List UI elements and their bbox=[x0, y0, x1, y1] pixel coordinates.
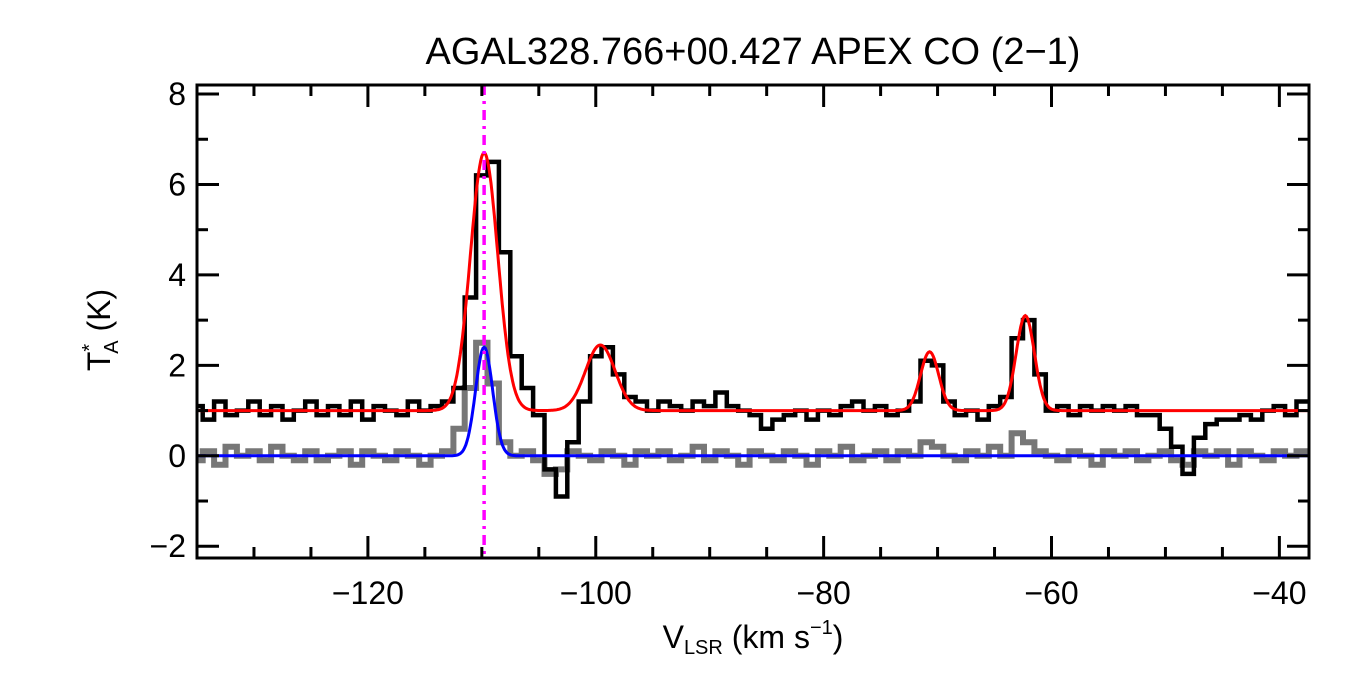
x-tick-label: −40 bbox=[1252, 575, 1306, 611]
x-label-sub: LSR bbox=[684, 637, 723, 659]
x-label-close: ) bbox=[833, 619, 844, 655]
x-tick-label: −80 bbox=[796, 575, 850, 611]
y-tick-label: 8 bbox=[168, 76, 186, 112]
plot-frame bbox=[195, 83, 1311, 560]
y-tick-label: 0 bbox=[168, 438, 186, 474]
series-red-fit bbox=[197, 150, 1309, 413]
y-axis-label: T*A (K) bbox=[79, 289, 123, 371]
series-secondary-spectrum bbox=[197, 339, 1308, 477]
x-label-main: V bbox=[663, 619, 685, 655]
plot-area bbox=[197, 85, 1309, 558]
x-tick-label: −60 bbox=[1024, 575, 1078, 611]
y-tick-label: 4 bbox=[168, 257, 186, 293]
y-label-sub: A bbox=[101, 340, 123, 354]
x-tick-label: −100 bbox=[560, 575, 632, 611]
y-tick-label: 2 bbox=[168, 347, 186, 383]
x-axis-label: VLSR (km s−1) bbox=[663, 617, 844, 659]
y-tick-label: −2 bbox=[150, 528, 186, 564]
y-label-main: T bbox=[81, 352, 117, 372]
series-co-2-1-spectrum bbox=[197, 159, 1308, 499]
y-tick-label: 6 bbox=[168, 166, 186, 202]
x-label-sup: −1 bbox=[810, 617, 833, 639]
y-label-sup: * bbox=[79, 344, 101, 352]
x-label-unit: (km s bbox=[723, 619, 810, 655]
chart-title: AGAL328.766+00.427 APEX CO (2−1) bbox=[426, 31, 1081, 73]
series-blue-fit bbox=[197, 345, 1309, 458]
y-label-unit: (K) bbox=[81, 289, 117, 341]
x-tick-label: −120 bbox=[332, 575, 404, 611]
